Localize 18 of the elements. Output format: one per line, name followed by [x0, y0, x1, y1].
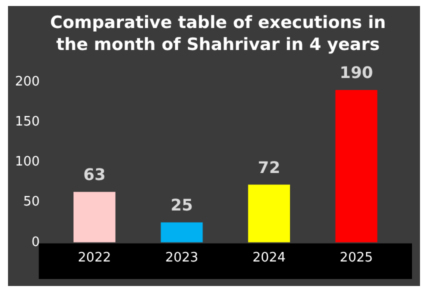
data-label: 190 — [340, 63, 374, 82]
bar — [160, 222, 203, 242]
bar — [74, 192, 116, 242]
data-label: 63 — [83, 165, 106, 184]
x-tick-label: 2025 — [340, 250, 373, 266]
data-label: 25 — [170, 196, 193, 215]
x-tick-label: 2023 — [165, 250, 198, 266]
y-tick-label: 100 — [14, 154, 40, 170]
y-tick-label: 0 — [32, 234, 40, 250]
x-tick-label: 2022 — [78, 250, 112, 266]
data-label: 72 — [258, 158, 280, 177]
y-tick-label: 50 — [23, 194, 40, 210]
bar — [335, 90, 378, 242]
bar — [248, 184, 290, 242]
y-tick-label: 150 — [14, 114, 40, 130]
chart-title: Comparative table of executions in the month of Shahrivar in 4 years — [49, 12, 387, 56]
y-tick-label: 200 — [14, 74, 40, 90]
x-tick-label: 2024 — [252, 250, 286, 266]
